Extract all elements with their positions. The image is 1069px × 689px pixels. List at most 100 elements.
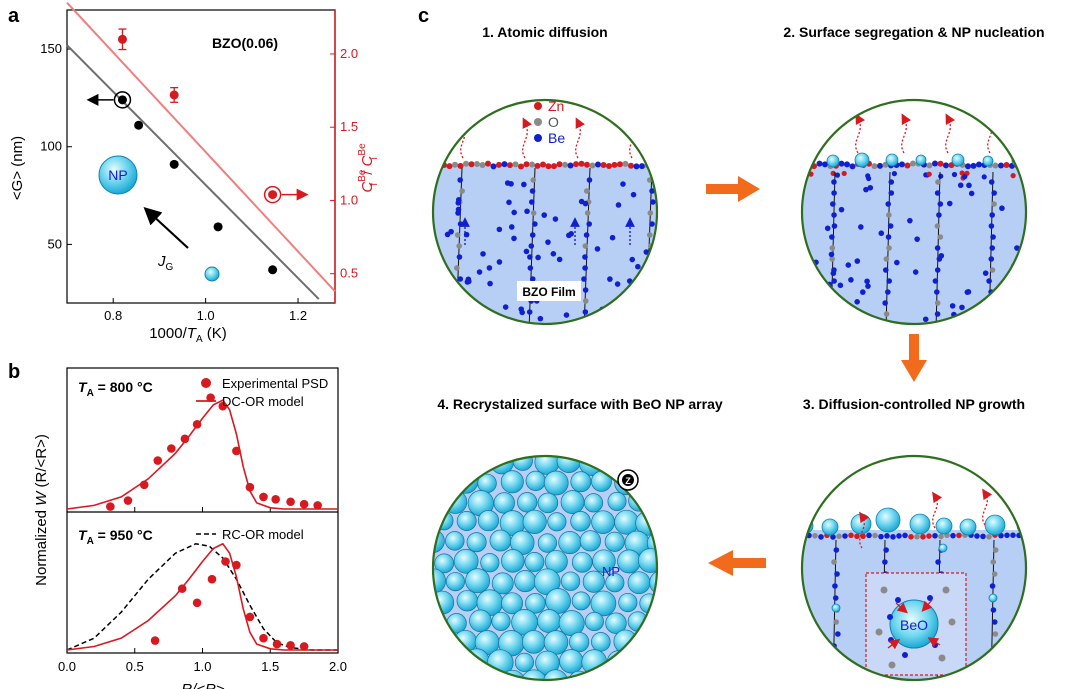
boundary-atom xyxy=(645,298,652,304)
boundary-atom xyxy=(530,177,537,183)
surface-atom xyxy=(457,162,464,169)
be-atom xyxy=(968,190,975,197)
be-atom xyxy=(620,181,626,187)
boundary-atom xyxy=(582,298,589,304)
film-label: BZO Film xyxy=(522,285,575,299)
psd-point xyxy=(245,482,255,492)
boundary-atom xyxy=(882,559,888,565)
beo-np-array-item xyxy=(433,610,446,637)
oxygen-atom xyxy=(875,628,883,636)
psd-point xyxy=(206,393,215,402)
beo-np-array-item xyxy=(433,633,454,654)
beo-np-array-item xyxy=(570,510,591,532)
boundary-atom xyxy=(831,223,838,229)
x-tick-label-b: 1.0 xyxy=(193,659,211,674)
surface-atom xyxy=(606,163,612,170)
boundary-atom xyxy=(986,300,993,306)
process-arrow-1-2 xyxy=(706,176,760,202)
surface-atom xyxy=(433,162,436,169)
boundary-atom xyxy=(831,212,837,218)
film-label-box xyxy=(517,281,581,301)
legend-dcor: DC-OR model xyxy=(222,394,304,409)
surface-atom xyxy=(485,160,491,167)
beo-np-array-item xyxy=(433,488,445,514)
surface-atom xyxy=(639,163,645,170)
feed-arrow xyxy=(927,637,941,648)
be-atom xyxy=(912,269,919,275)
be-atom xyxy=(614,281,621,287)
surface-atom xyxy=(965,163,971,170)
be-atom xyxy=(907,217,913,224)
boundary-atom xyxy=(584,210,591,216)
surface-atom xyxy=(468,161,475,168)
y-tick-label-right-a: 2.0 xyxy=(340,46,358,61)
boundary-atom xyxy=(457,276,464,282)
be-atom xyxy=(894,259,900,266)
beo-np-array-item xyxy=(501,549,525,573)
np-nucleus xyxy=(915,154,927,166)
surface-atom xyxy=(822,161,828,168)
growing-np xyxy=(935,517,953,535)
surface-atom xyxy=(849,163,856,170)
beo-np-array-item xyxy=(524,552,545,572)
beo-np-array-item xyxy=(522,509,547,534)
boundary-atom xyxy=(932,278,939,284)
boundary-atom xyxy=(831,278,837,284)
be-atom xyxy=(563,312,570,318)
surface-atom xyxy=(479,161,486,168)
surface-atom xyxy=(556,161,563,168)
boundary-atom xyxy=(582,287,589,293)
boundary-atom xyxy=(829,256,835,262)
surface-atom xyxy=(974,533,980,539)
be-atom xyxy=(835,311,842,318)
beo-np-array-item xyxy=(445,531,465,551)
surface-atom xyxy=(534,162,541,169)
be-atom xyxy=(594,246,601,252)
psd-point xyxy=(139,480,149,490)
be-atom xyxy=(630,191,637,198)
surface-atom xyxy=(529,161,535,168)
surface-atom xyxy=(1020,160,1026,167)
be-atom xyxy=(966,182,972,189)
psd-point xyxy=(299,499,309,509)
beo-np-array-item xyxy=(558,531,582,555)
be-atom xyxy=(922,316,929,323)
be-atom xyxy=(824,225,831,232)
surface-atom xyxy=(463,160,469,167)
beo-np-array-item xyxy=(613,629,638,654)
beo-np-array-item xyxy=(433,670,455,680)
be-atom xyxy=(914,236,920,242)
surface-atom xyxy=(523,161,530,168)
be-atom xyxy=(878,230,885,237)
panel-a-chart: 0.8 1.0 1.2 50 100 150 0.5 1.0 1.5 2.0 xyxy=(40,1,358,323)
boundary-atom xyxy=(934,223,941,229)
subsurface-atom xyxy=(938,173,944,179)
boundary-atom xyxy=(829,234,835,240)
be-atom xyxy=(518,306,525,312)
psd-point xyxy=(259,492,268,502)
boundary-atom xyxy=(833,619,839,625)
x-tick-label-b: 2.0 xyxy=(329,659,347,674)
be-atom xyxy=(982,270,989,276)
be-atom xyxy=(541,212,548,218)
boundary-atom xyxy=(886,245,892,251)
boundary-atom xyxy=(885,201,891,207)
beo-np-array-item xyxy=(559,649,584,674)
surface-atom xyxy=(578,160,585,167)
be-atom xyxy=(615,202,622,208)
boundary-atom xyxy=(650,199,656,205)
boundary-atom xyxy=(934,267,941,273)
surface-atom xyxy=(1022,532,1026,539)
growing-np xyxy=(959,518,977,536)
surface-atom xyxy=(998,162,1004,169)
boundary-atom xyxy=(459,188,465,194)
subsurface-atom xyxy=(951,171,958,178)
surface-atom xyxy=(992,162,999,169)
oxygen-atom xyxy=(938,654,946,662)
surface-atom xyxy=(938,533,944,540)
beo-np-array-item xyxy=(571,591,591,611)
boundary-atom xyxy=(832,595,839,601)
feed-arrow xyxy=(895,602,908,614)
x-axis-label-a: 1000/TA (K) xyxy=(149,325,227,345)
be-atom xyxy=(999,205,1005,212)
